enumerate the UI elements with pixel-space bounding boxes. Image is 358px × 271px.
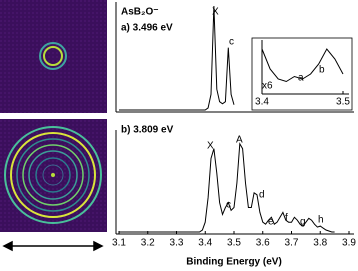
x-tick-label: 3.4	[198, 238, 212, 249]
spectrum-line	[261, 48, 344, 83]
x-axis-label: Binding Energy (eV)	[186, 257, 282, 268]
peak-label: c	[226, 200, 231, 211]
peak-label: d	[259, 190, 265, 201]
x-tick-label: 3.6	[256, 238, 270, 249]
inset-frame	[251, 37, 353, 111]
peak-label: A	[236, 135, 243, 146]
peak-label: c	[229, 37, 234, 48]
x-tick-label: 3.1	[112, 238, 126, 249]
x-tick-label: 3.3	[170, 238, 184, 249]
chart-subtitle: a) 3.496 eV	[121, 23, 173, 34]
x-tick-label: 3.9	[342, 238, 356, 249]
spectrum-line	[119, 5, 235, 111]
peak-label: h	[318, 215, 324, 226]
x-tick-label: 3.4	[255, 97, 269, 108]
chart-title: AsB₂O⁻	[121, 7, 159, 18]
peak-label: g	[300, 217, 306, 228]
image-a	[0, 0, 107, 113]
chart-subtitle: b) 3.809 eV	[121, 125, 174, 136]
x-tick-label: 3.5	[336, 97, 350, 108]
peak-label: x6	[262, 81, 273, 92]
spectrum-line	[119, 142, 335, 233]
image-b	[0, 119, 107, 232]
x-tick-label: 3.7	[285, 238, 299, 249]
peak-label: f	[285, 213, 288, 224]
peak-label: X	[212, 7, 219, 18]
polarization-arrow	[2, 240, 104, 252]
peak-label: e	[268, 217, 274, 228]
peak-label: X	[207, 141, 214, 152]
peak-label: a	[298, 73, 304, 84]
x-tick-label: 3.8	[313, 238, 327, 249]
x-tick-label: 3.5	[227, 238, 241, 249]
peak-label: b	[319, 65, 325, 76]
x-tick-label: 3.2	[141, 238, 155, 249]
